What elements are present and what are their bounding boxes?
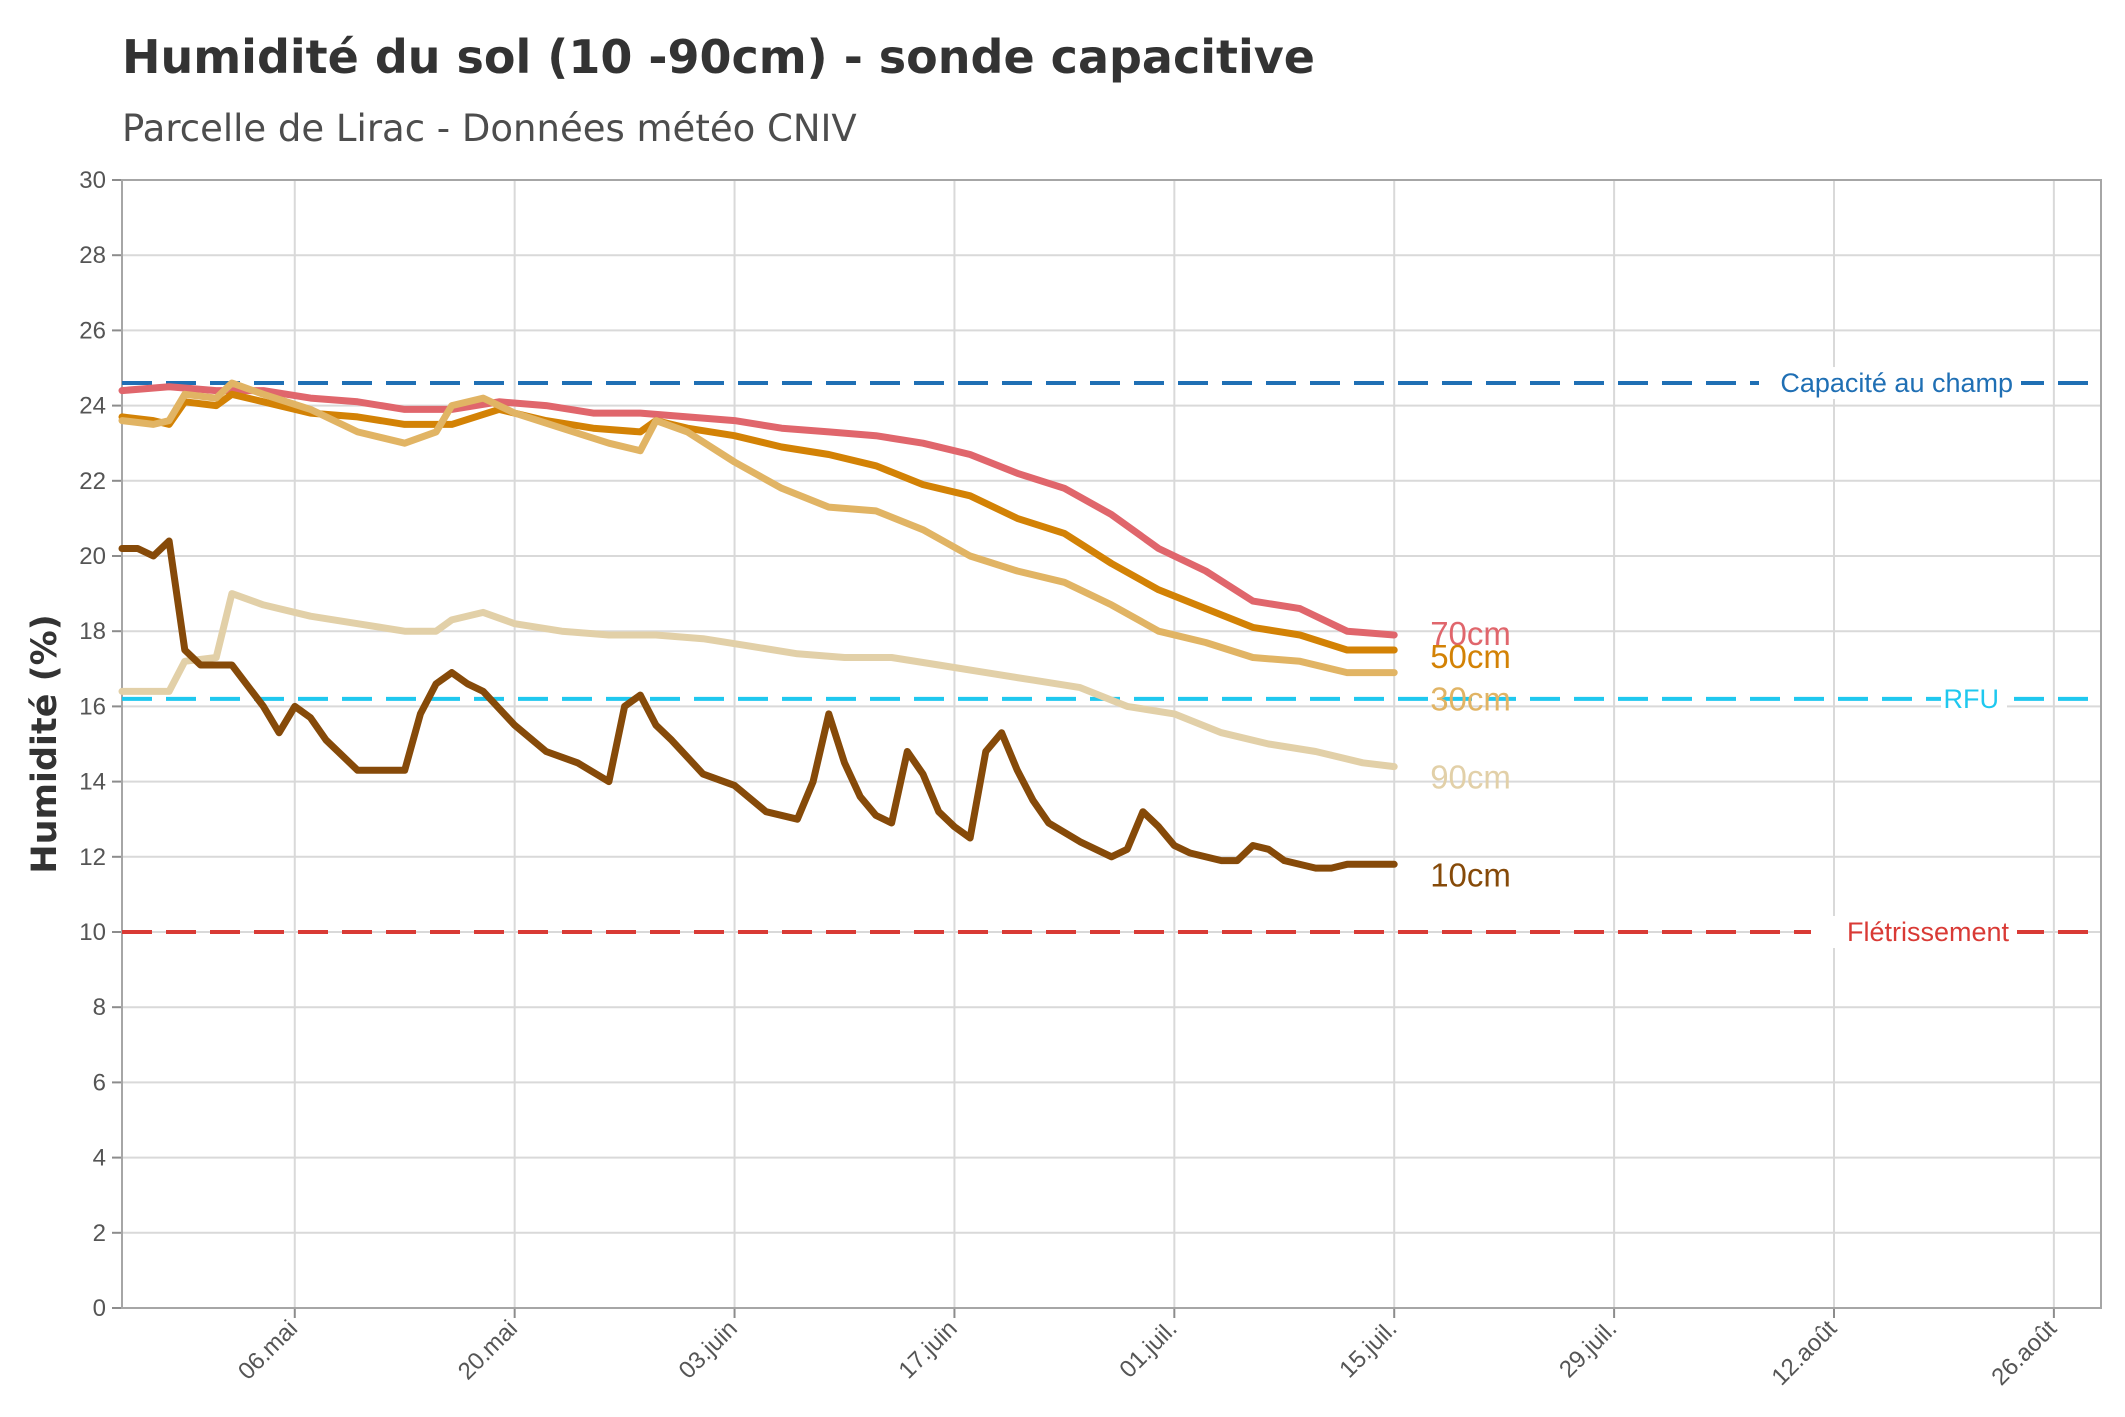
y-tick-label: 20: [79, 543, 106, 570]
x-tick-label: 12.août: [1767, 1315, 1843, 1391]
y-axis-label: Humidité (%): [25, 614, 65, 873]
series-line-70cm: [118, 383, 1398, 639]
y-tick-label: 14: [79, 769, 106, 796]
series-lines: [118, 379, 1398, 872]
y-tick-label: 22: [79, 468, 106, 495]
y-tick-label: 24: [79, 393, 106, 420]
y-tick-label: 2: [93, 1220, 106, 1247]
y-tick-label: 4: [93, 1145, 106, 1172]
y-tick-label: 0: [93, 1295, 106, 1322]
y-tick-label: 28: [79, 242, 106, 269]
y-tick-label: 6: [93, 1069, 106, 1096]
x-tick-label: 26.août: [1986, 1315, 2062, 1391]
chart-subtitle: Parcelle de Lirac - Données météo CNIV: [122, 107, 857, 150]
series-line-30cm: [118, 379, 1398, 677]
series-label-70cm: 70cm: [1430, 615, 1511, 652]
series-line-10cm: [118, 537, 1398, 872]
y-tick-label: 26: [79, 317, 106, 344]
y-tick-label: 12: [79, 844, 106, 871]
series-label-50cm: 50cm: [1430, 638, 1511, 675]
reference-lines: Capacité au champ RFU Flétrissement: [122, 367, 2101, 948]
y-tick-label: 16: [79, 693, 106, 720]
reference-label-bg: [1941, 682, 2007, 715]
reference-label: RFU: [1944, 684, 2000, 714]
x-tick-label: 03.juin: [674, 1315, 743, 1384]
x-tick-label: 15.juil.: [1334, 1315, 1402, 1383]
x-tick-label: 20.mai: [453, 1315, 523, 1385]
y-tick-label: 10: [79, 919, 106, 946]
x-tick-label: 06.mai: [233, 1315, 303, 1385]
reference-label-bg: [1759, 367, 2021, 400]
y-tick-label: 8: [93, 994, 106, 1021]
plot-frame: [121, 179, 2102, 1309]
reference-label: Capacité au champ: [1780, 368, 2013, 398]
series-label-10cm: 10cm: [1430, 856, 1511, 893]
y-tick-label: 18: [79, 618, 106, 645]
series-label-30cm: 30cm: [1430, 681, 1511, 718]
y-tick-label: 30: [79, 167, 106, 194]
reference-label-bg: [1811, 916, 2017, 948]
reference-label: Flétrissement: [1847, 917, 2010, 947]
x-tick-label: 29.juil.: [1554, 1315, 1622, 1383]
series-line-90cm: [118, 590, 1398, 771]
x-tick-label: 01.juil.: [1114, 1315, 1182, 1383]
plot-background: [122, 180, 2101, 1308]
series-label-90cm: 90cm: [1430, 759, 1511, 796]
x-tick-label: 17.juin: [894, 1315, 963, 1384]
chart-title: Humidité du sol (10 -90cm) - sonde capac…: [122, 30, 1315, 84]
